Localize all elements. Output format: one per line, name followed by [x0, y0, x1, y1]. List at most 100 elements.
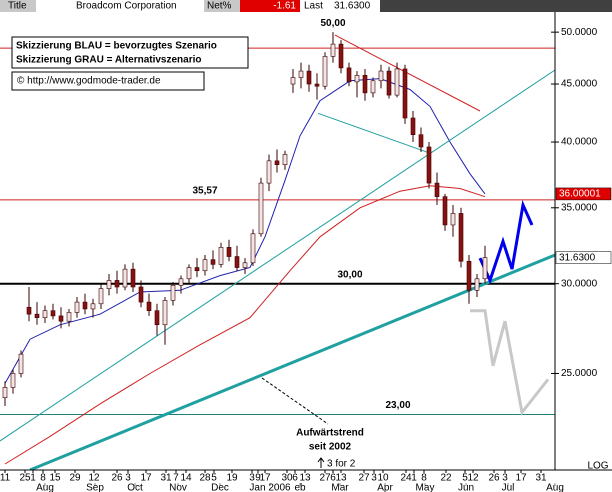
x-tick-label: 25: [19, 473, 31, 484]
candle-body: [474, 278, 480, 291]
header-last-value: 31.6300: [334, 1, 371, 12]
y-tick-label: 45.0000: [561, 79, 598, 90]
overlay-line: [470, 309, 550, 416]
candle-body: [66, 312, 72, 322]
x-tick-label: 11: [0, 473, 11, 484]
x-tick-label: 6: [292, 473, 298, 484]
x-tick-label: 3: [502, 473, 508, 484]
x-tick-label: 28: [199, 473, 211, 484]
scale-label: LOG: [587, 461, 608, 472]
candle-body: [162, 300, 168, 326]
level-label: 35,57: [192, 185, 217, 196]
x-tick-label: 6: [330, 473, 336, 484]
candle-body: [42, 310, 48, 318]
candle-body: [82, 301, 88, 310]
candle-body: [410, 117, 416, 135]
candle-body: [186, 267, 192, 280]
candle-body: [362, 75, 368, 94]
legend-text: Skizzierung GRAU = Alternativszenario: [16, 55, 202, 66]
x-tick-label: 13: [299, 473, 311, 484]
x-tick-label: 10: [377, 473, 389, 484]
x-tick-label: 31: [535, 473, 547, 484]
month-label: Jul: [502, 483, 515, 492]
axes: 25.0000 30.0000 35.0000 40.0000 45.0000 50.00…: [0, 27, 612, 492]
candle-body: [338, 43, 344, 69]
month-label: Mar: [331, 483, 349, 492]
level-label: 30,00: [337, 269, 362, 280]
x-tick-label: 5: [211, 473, 217, 484]
x-tick-label: 15: [49, 473, 61, 484]
candle-body: [146, 301, 152, 311]
legend-text: Skizzierung BLAU = bevorzugtes Szenario: [16, 41, 217, 52]
candle-body: [114, 280, 120, 288]
month-label: eb: [294, 483, 306, 492]
header-name: Broadcom Corporation: [76, 1, 177, 12]
header-cell: [0, 0, 36, 12]
header-cell: [300, 0, 380, 12]
candle-body: [226, 247, 232, 257]
x-tick-label: 14: [180, 473, 192, 484]
x-tick-label: 8: [40, 473, 46, 484]
candle-body: [458, 213, 464, 262]
link-box: [11, 71, 205, 91]
x-tick-label: 17: [140, 473, 152, 484]
split-arrow: [317, 457, 325, 468]
candle-body: [170, 285, 176, 301]
candle-body: [466, 260, 472, 291]
candle-body: [98, 288, 104, 305]
header-cell: [36, 0, 204, 12]
x-tick-label: 12: [88, 473, 100, 484]
x-tick-label: 19: [226, 473, 238, 484]
candle-body: [434, 182, 440, 197]
candle-body: [298, 70, 304, 78]
candle-body: [370, 80, 376, 94]
candle-body: [210, 259, 216, 265]
x-tick-label: 3: [249, 473, 255, 484]
candle-body: [258, 182, 264, 235]
month-label: Oct: [127, 483, 143, 492]
overlay-line: [0, 69, 555, 442]
x-tick-label: 9: [255, 473, 261, 484]
candle-body: [482, 257, 488, 280]
candle-body: [394, 68, 400, 96]
overlay-line: [317, 112, 431, 154]
x-tick-label: 3: [371, 473, 377, 484]
candle-body: [50, 310, 56, 317]
candle-body: [106, 280, 112, 289]
x-tick-label: 31: [160, 473, 172, 484]
candle-body: [18, 353, 24, 374]
price-marker: [555, 251, 612, 264]
header-net-value: -1.61: [273, 1, 296, 12]
month-label: Jun: [458, 483, 474, 492]
x-tick-label: 26: [111, 473, 123, 484]
header-title: Title: [8, 1, 27, 12]
candle-body: [74, 301, 80, 313]
x-tick-label: 1: [30, 473, 36, 484]
split-note: 3 for 2: [327, 459, 356, 470]
header-net-label: Net%: [207, 1, 232, 12]
note-leader: [261, 377, 329, 425]
x-tick-label: 17: [515, 473, 527, 484]
candle-body: [58, 315, 64, 322]
y-tick-label: 30.0000: [561, 278, 598, 289]
candle-body: [138, 286, 144, 303]
x-tick-label: 13: [335, 473, 347, 484]
overlay-line: [478, 199, 534, 285]
candle-body: [346, 67, 352, 83]
x-tick-label: 29: [69, 473, 81, 484]
legend-box: [11, 36, 249, 69]
x-tick-label: 5: [462, 473, 468, 484]
month-label: May: [416, 483, 435, 492]
candle-body: [322, 56, 328, 87]
candle-body: [122, 268, 128, 288]
x-tick-label: 27: [358, 473, 370, 484]
x-tick-label: 26: [488, 473, 500, 484]
overlay-line: [334, 34, 481, 112]
y-tick-label: 50.0000: [561, 27, 598, 38]
x-tick-label: 7: [173, 473, 179, 484]
x-tick-label: 12: [467, 473, 479, 484]
candle-body: [2, 387, 8, 398]
price-marker: [555, 187, 612, 201]
candle-body: [242, 262, 248, 268]
